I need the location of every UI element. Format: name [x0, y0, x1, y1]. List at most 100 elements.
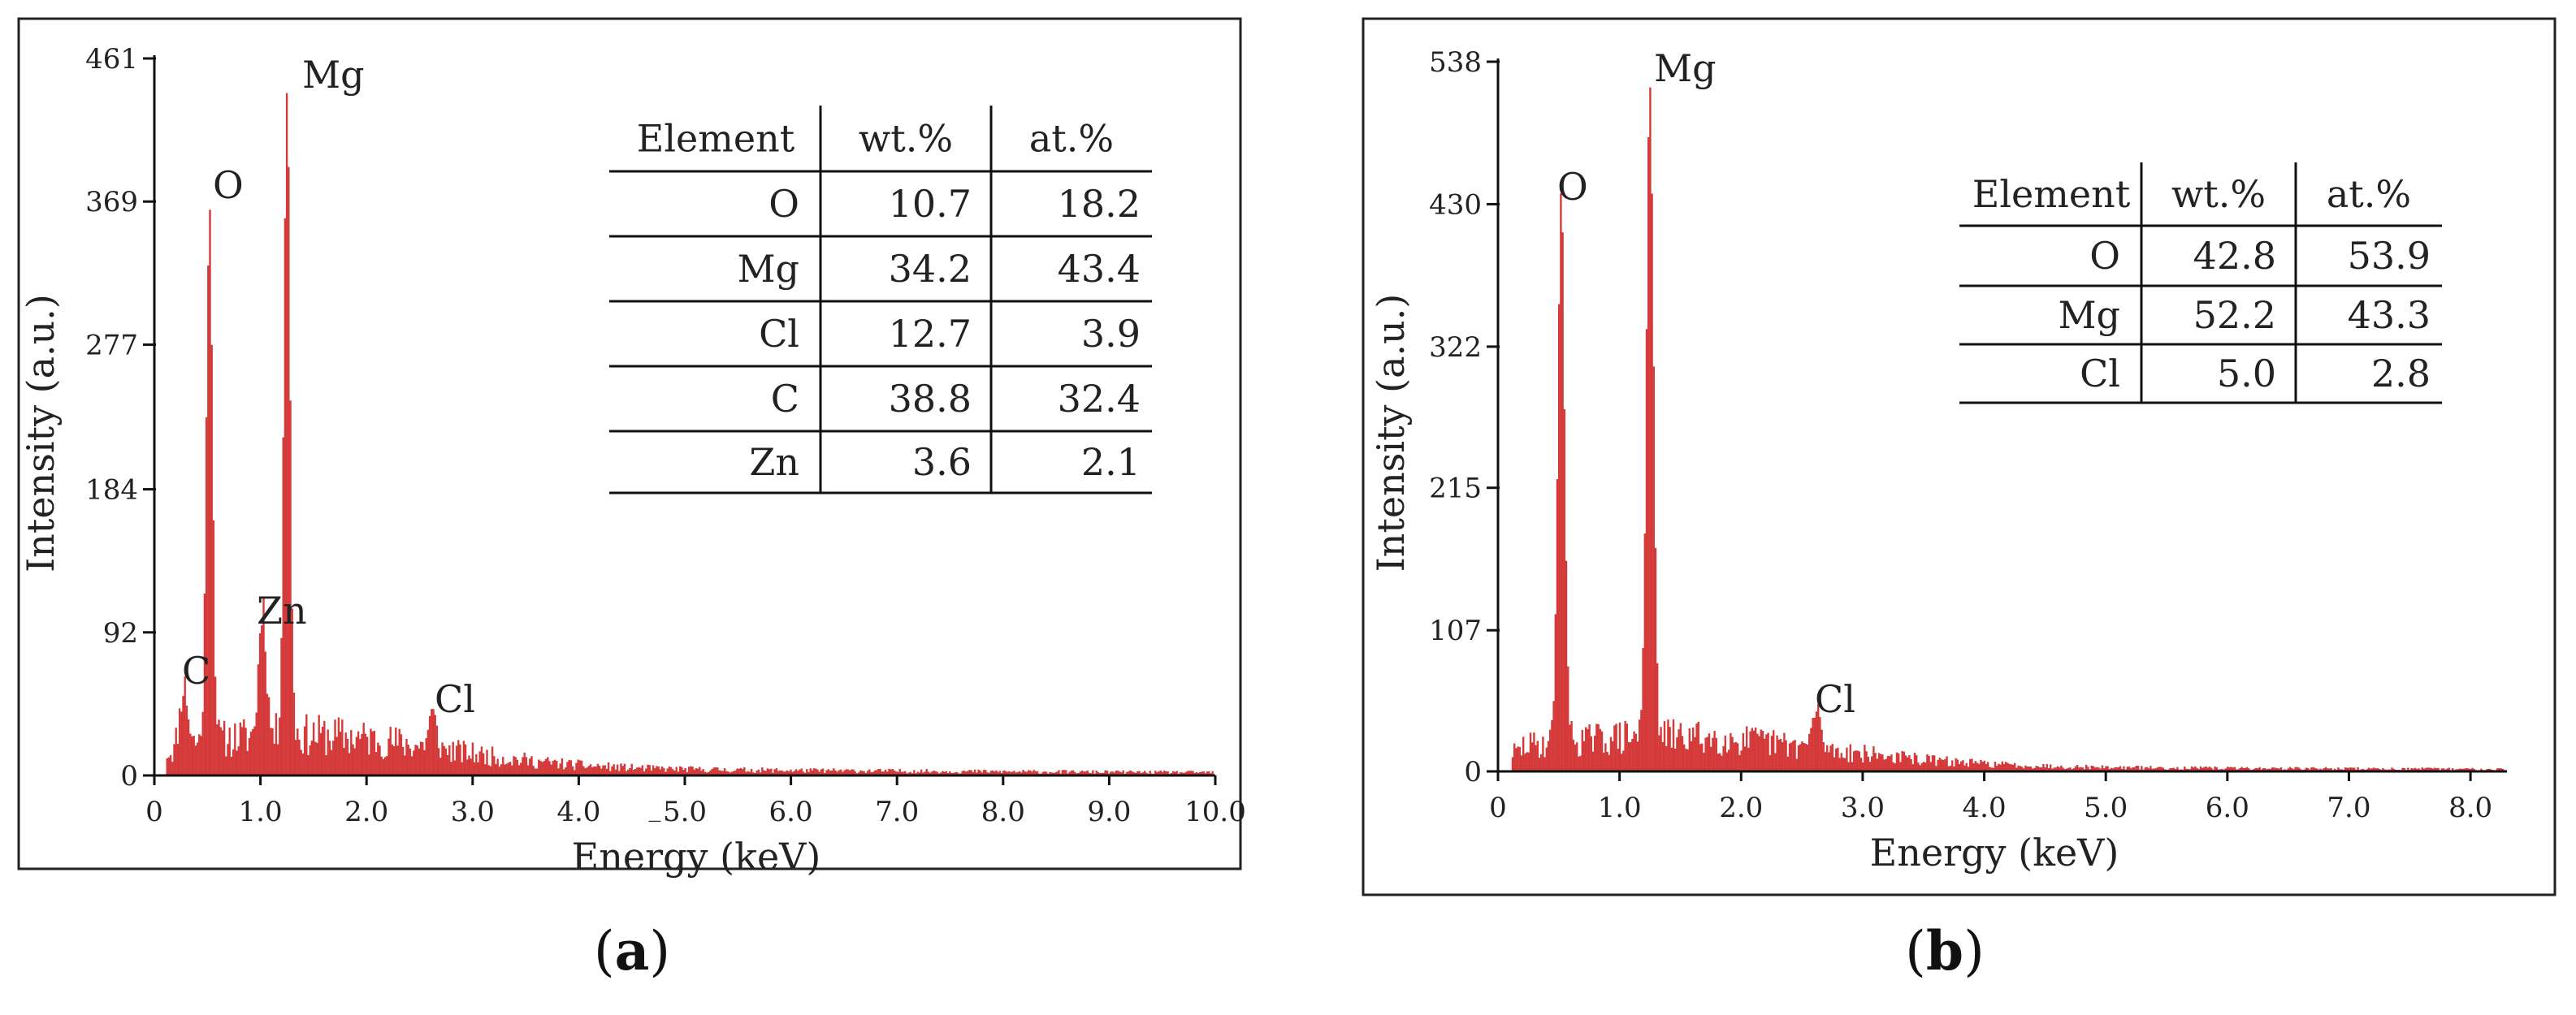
spectrum-bin: [1002, 770, 1005, 775]
spectrum-bin: [200, 736, 202, 775]
spectrum-bin: [1599, 728, 1601, 771]
x-tick-label: 3.0: [451, 796, 495, 828]
spectrum-bin: [2275, 767, 2277, 771]
spectrum-bin: [1558, 304, 1561, 771]
spectrum-bin: [574, 770, 576, 775]
spectrum-bin: [1597, 723, 1600, 771]
spectrum-bin: [2351, 767, 2354, 771]
spectrum-bin: [665, 771, 667, 775]
spectrum-bin: [457, 740, 460, 775]
spectrum-bin: [270, 728, 272, 775]
spectrum-bin: [431, 709, 433, 775]
spectrum-bin: [221, 730, 224, 775]
spectrum-bin: [461, 762, 463, 775]
spectrum-bin: [1920, 762, 1923, 771]
spectrum-bin: [1937, 759, 1939, 771]
spectrum-bin: [1822, 742, 1825, 771]
spectrum-bin: [507, 762, 510, 775]
spectrum-bin: [1561, 232, 1564, 771]
spectrum-bin: [851, 769, 853, 775]
spectrum-bin: [2020, 767, 2024, 771]
spectrum-bin: [1542, 736, 1544, 771]
spectrum-bin: [916, 771, 919, 775]
spectrum-bin: [2014, 762, 2016, 771]
spectrum-bin: [1676, 737, 1678, 771]
spectrum-bin: [678, 766, 682, 775]
spectrum-bin: [1892, 762, 1894, 771]
spectrum-bin: [2421, 767, 2423, 771]
spectrum-bin: [500, 764, 503, 775]
spectrum-bin: [712, 767, 716, 775]
spectrum-bin: [1695, 723, 1698, 771]
spectrum-bin: [2060, 765, 2063, 771]
spectrum-bin: [2035, 766, 2037, 771]
spectrum-bin: [1068, 771, 1071, 775]
spectrum-bin: [470, 758, 472, 775]
spectrum-bin: [605, 768, 608, 775]
spectrum-bin: [2137, 766, 2140, 771]
spectrum-bin: [1898, 753, 1900, 771]
spectrum-bin: [517, 765, 521, 775]
spectrum-bin: [755, 770, 758, 775]
spectrum-bin: [1524, 754, 1526, 771]
spectrum-bin: [1116, 771, 1119, 775]
spectrum-bin: [2349, 767, 2352, 771]
table-header-element: Element: [637, 117, 795, 161]
spectrum-bin: [1113, 772, 1115, 775]
spectrum-bin: [2062, 767, 2064, 771]
spectrum-bin: [1919, 765, 1921, 771]
spectrum-bin: [1020, 772, 1023, 775]
spectrum-bin: [1803, 743, 1805, 771]
spectrum-bin: [595, 767, 597, 775]
spectrum-bin: [2103, 768, 2106, 771]
spectrum-bin: [2010, 764, 2012, 771]
spectrum-bin: [279, 717, 281, 775]
spectrum-bin: [587, 766, 591, 775]
spectrum-bin: [1947, 766, 1950, 771]
spectrum-bin: [1095, 771, 1098, 775]
spectrum-bin: [1590, 736, 1592, 771]
spectrum-bin: [757, 769, 760, 775]
spectrum-bin: [1817, 704, 1820, 771]
spectrum-bin: [353, 748, 356, 775]
spectrum-bin: [2019, 766, 2021, 771]
spectrum-bin: [1877, 753, 1881, 771]
spectrum-bin: [696, 768, 699, 775]
spectrum-bin: [379, 745, 381, 775]
spectrum-bin: [2047, 768, 2050, 771]
spectrum-bin: [1179, 772, 1182, 775]
spectrum-bin: [848, 770, 851, 775]
x-tick-label: 4.0: [556, 796, 600, 828]
spectrum-bin: [1931, 755, 1934, 771]
spectrum-bin: [264, 651, 266, 775]
spectrum-bin: [219, 727, 222, 775]
spectrum-bin: [845, 769, 847, 775]
spectrum-bin: [2080, 767, 2082, 771]
spectrum-bin: [486, 749, 488, 775]
x-tick-label: 7.0: [875, 796, 919, 828]
chart-panel-b: 0 107 215 322 430 538 0 1.0 2.0 3.0 4.0 5.0 6.0 7.0 8.…: [1362, 17, 2557, 983]
spectrum-bin: [1556, 479, 1559, 771]
spectrum-bin: [550, 764, 552, 775]
spectrum-bin: [718, 770, 721, 775]
table-cell-element: Zn: [749, 440, 799, 484]
spectrum-bin: [589, 764, 592, 775]
spectrum-bin: [2190, 766, 2193, 771]
spectrum-bin: [1594, 735, 1596, 771]
x-tick-label: 6.0: [769, 796, 813, 828]
spectrum-bin: [1801, 741, 1803, 771]
table-header-at: at.%: [1029, 117, 1114, 161]
spectrum-bin: [1699, 744, 1702, 771]
spectrum-bin: [2264, 767, 2266, 771]
spectrum-bin: [1703, 753, 1705, 771]
spectrum-bin: [743, 767, 746, 775]
spectrum-bin: [2133, 767, 2136, 771]
spectrum-bin: [879, 768, 881, 775]
spectrum-bin: [1782, 741, 1784, 771]
spectrum-bin: [2330, 768, 2332, 771]
x-tick-label: 1.0: [1598, 792, 1642, 824]
spectrum-bin: [2044, 767, 2046, 771]
spectrum-bin: [1788, 743, 1791, 771]
spectrum-bin: [370, 728, 372, 775]
spectrum-bin: [520, 762, 522, 775]
